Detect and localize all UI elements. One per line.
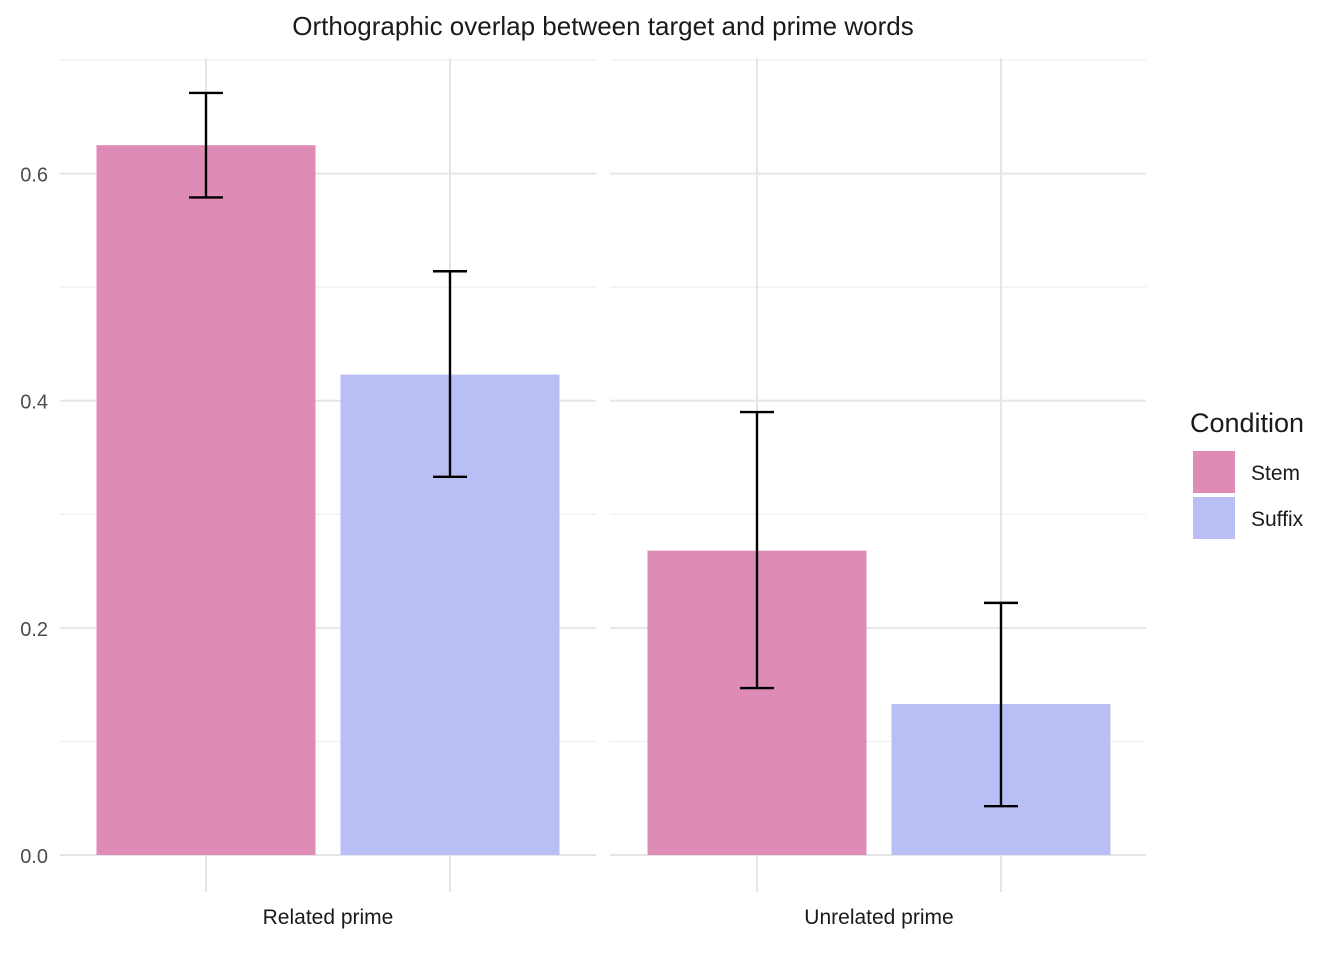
chart-title: Orthographic overlap between target and … [292,11,913,41]
bar-stem [96,145,316,855]
error-bar [984,601,1018,808]
error-bar [740,410,774,690]
panel-label: Related prime [263,906,394,929]
y-tick-label: 0.2 [20,619,48,641]
bars-layer [96,91,1111,855]
y-tick-label: 0.0 [20,846,48,868]
y-tick-label: 0.4 [20,392,48,414]
legend-title: Condition [1190,408,1304,438]
legend-key-suffix [1193,497,1235,539]
legend-key-stem [1193,451,1235,493]
legend: Condition Stem Suffix [1190,408,1304,539]
panel-label: Unrelated prime [804,906,953,929]
y-tick-label: 0.6 [20,165,48,187]
error-bar [189,91,223,199]
axis-layer: 0.0 0.2 0.4 0.6 Related prime Unrelated prime [20,165,954,929]
legend-label: Stem [1251,462,1300,485]
legend-label: Suffix [1251,508,1304,531]
error-bar [433,270,467,479]
